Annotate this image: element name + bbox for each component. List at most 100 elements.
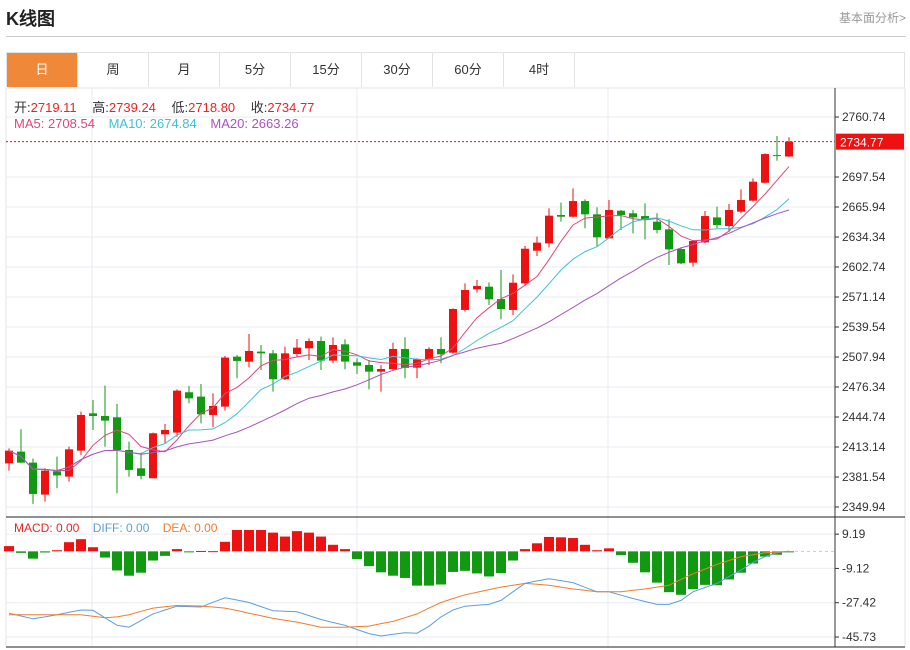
macd-bar [724, 551, 734, 580]
macd-bar [628, 551, 638, 563]
dea-line [9, 550, 790, 628]
macd-bar [760, 551, 770, 557]
macd-bar [508, 551, 518, 561]
candle-down [617, 210, 625, 216]
candle-up [461, 290, 469, 310]
period-tabs: 日 周 月 5分 15分 30分 60分 4时 [6, 52, 905, 87]
macd-bar [532, 543, 542, 552]
y-tick-label: 2539.54 [842, 320, 886, 334]
macd-bar [388, 551, 398, 576]
candle-down [401, 348, 409, 368]
candle-up [701, 216, 709, 243]
ma5-line [8, 166, 790, 472]
candle-up [569, 201, 577, 217]
macd-bar [616, 551, 626, 556]
low-label: 低: [171, 100, 189, 115]
macd-bar [520, 549, 530, 552]
y-tick-label: 2634.34 [842, 230, 886, 244]
candle-down [641, 216, 649, 221]
macd-bar [484, 551, 494, 577]
candle-down [653, 221, 661, 231]
macd-bar [712, 551, 722, 586]
candle-down [437, 348, 445, 355]
macd-bar [556, 537, 566, 552]
candle-up [245, 350, 253, 362]
macd-bar [100, 551, 110, 558]
macd-bar [136, 551, 146, 573]
close-value: 2734.77 [267, 100, 315, 115]
ma-readout: MA5: 2708.54 MA10: 2674.84 MA20: 2663.26 [14, 116, 305, 131]
macd-bar [688, 551, 698, 589]
candle-up [41, 470, 49, 495]
macd-y-tick-label: -27.42 [842, 596, 876, 610]
candle-down [89, 413, 97, 416]
macd-bar [28, 551, 38, 559]
macd-bar [376, 551, 386, 573]
candle-down [29, 462, 37, 494]
candle-down [53, 471, 61, 476]
macd-bar [568, 538, 578, 552]
high-label: 高: [92, 100, 109, 115]
tab-week[interactable]: 周 [78, 53, 149, 87]
macd-bar [436, 551, 446, 585]
candle-up [545, 215, 553, 244]
tab-15min[interactable]: 15分 [291, 53, 362, 87]
macd-bar [448, 551, 458, 572]
macd-bar [256, 529, 266, 552]
candle-up [521, 248, 529, 284]
candle-up [785, 141, 793, 157]
ma20-line [8, 209, 790, 472]
candle-up [329, 344, 337, 361]
macd-value: MACD: 0.00 [14, 521, 80, 535]
macd-bar [112, 551, 122, 571]
diff-value: DIFF: 0.00 [92, 521, 150, 535]
macd-bar [676, 551, 686, 595]
candle-up [689, 241, 697, 263]
macd-bar [352, 551, 362, 560]
macd-bar [700, 551, 710, 585]
last-price-tag [836, 133, 904, 150]
diff-line [8, 550, 790, 637]
y-tick-label: 2349.94 [842, 500, 886, 514]
candle-down [485, 286, 493, 300]
candle-down [317, 340, 325, 361]
candle-up [305, 340, 313, 349]
candle-down [581, 201, 589, 215]
tab-4hour[interactable]: 4时 [504, 53, 575, 87]
candle-up [725, 209, 733, 227]
macd-bar [304, 532, 314, 552]
macd-bar [64, 542, 74, 552]
ma20-value: MA20: 2663.26 [210, 116, 299, 131]
high-value: 2739.24 [108, 100, 156, 115]
macd-bar [544, 536, 554, 552]
tab-month[interactable]: 月 [149, 53, 220, 87]
candle-up [449, 309, 457, 353]
ma5-value: MA5: 2708.54 [14, 116, 95, 131]
candle-up [77, 414, 85, 451]
macd-bar [364, 551, 374, 567]
dea-value: DEA: 0.00 [162, 521, 218, 535]
macd-bar [496, 551, 506, 574]
macd-bar [784, 551, 794, 553]
macd-bar [736, 551, 746, 573]
fundamental-analysis-link[interactable]: 基本面分析> [838, 11, 906, 25]
macd-bar [76, 539, 86, 552]
tab-60min[interactable]: 60分 [433, 53, 504, 87]
candle-down [113, 417, 121, 450]
header-divider [6, 36, 906, 37]
tab-30min[interactable]: 30分 [362, 53, 433, 87]
macd-bar [340, 549, 350, 552]
macd-bar [316, 536, 326, 552]
candle-up [389, 348, 397, 370]
tab-day[interactable]: 日 [7, 53, 78, 87]
y-tick-label: 2602.74 [842, 260, 886, 274]
macd-bar [160, 551, 170, 556]
y-tick-label: 2413.14 [842, 440, 886, 454]
tab-5min[interactable]: 5分 [220, 53, 291, 87]
candle-up [737, 200, 745, 212]
macd-bar [244, 529, 254, 552]
macd-bar [328, 544, 338, 552]
candle-down [185, 392, 193, 399]
candle-down [101, 415, 109, 421]
